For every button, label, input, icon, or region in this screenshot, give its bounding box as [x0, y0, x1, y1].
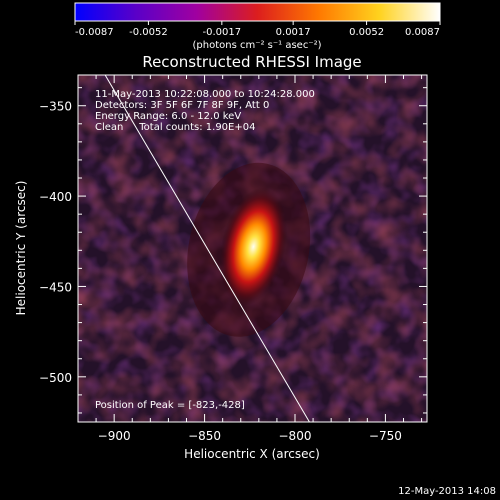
colorbar-tick-label: 0.0087	[405, 27, 440, 38]
y-tick-label: −400	[39, 190, 72, 204]
x-axis-label: Heliocentric X (arcsec)	[184, 447, 320, 461]
y-tick-label: −350	[39, 100, 72, 114]
header-line-4: Clean Total counts: 1.90E+04	[95, 122, 255, 133]
y-axis-label: Heliocentric Y (arcsec)	[14, 181, 28, 316]
plot-frame	[77, 74, 428, 423]
chart-title: Reconstructed RHESSI Image	[142, 53, 361, 71]
colorbar	[74, 2, 441, 22]
x-tick-label: −850	[188, 429, 221, 443]
peak-position-label: Position of Peak = [-823,-428]	[95, 400, 245, 411]
header-line-2: Detectors: 3F 5F 6F 7F 8F 9F, Att 0	[95, 100, 269, 111]
x-tick-label: −750	[369, 429, 402, 443]
y-tick-label: −450	[39, 280, 72, 294]
colorbar-tick-label: -0.0017	[203, 27, 242, 38]
footer-date: 12-May-2013 14:08	[398, 486, 496, 497]
header-info: 11-May-2013 10:22:08.000 to 10:24:28.000…	[95, 89, 315, 133]
y-tick-label: −500	[39, 371, 72, 385]
flare-source	[219, 187, 288, 306]
x-tick-label: −900	[98, 429, 131, 443]
x-tick-label: −800	[279, 429, 312, 443]
colorbar-units: (photons cm⁻² s⁻¹ asec⁻²)	[192, 40, 321, 51]
colorbar-tick-label: -0.0087	[75, 27, 114, 38]
colorbar-tick-label: 0.0052	[349, 27, 384, 38]
header-line-1: 11-May-2013 10:22:08.000 to 10:24:28.000	[95, 89, 315, 100]
colorbar-tick-label: -0.0052	[129, 27, 168, 38]
plot-area	[78, 75, 427, 422]
header-line-3: Energy Range: 6.0 - 12.0 keV	[95, 111, 241, 122]
colorbar-ticks: -0.0087 -0.0052 -0.0017 0.0017 0.0052 0.0087	[74, 21, 441, 38]
colorbar-tick-label: 0.0017	[276, 27, 311, 38]
axis-ticks: −900 −850 −800 −750 −350 −400 −450 −500	[39, 75, 427, 443]
solar-limb	[104, 75, 310, 422]
